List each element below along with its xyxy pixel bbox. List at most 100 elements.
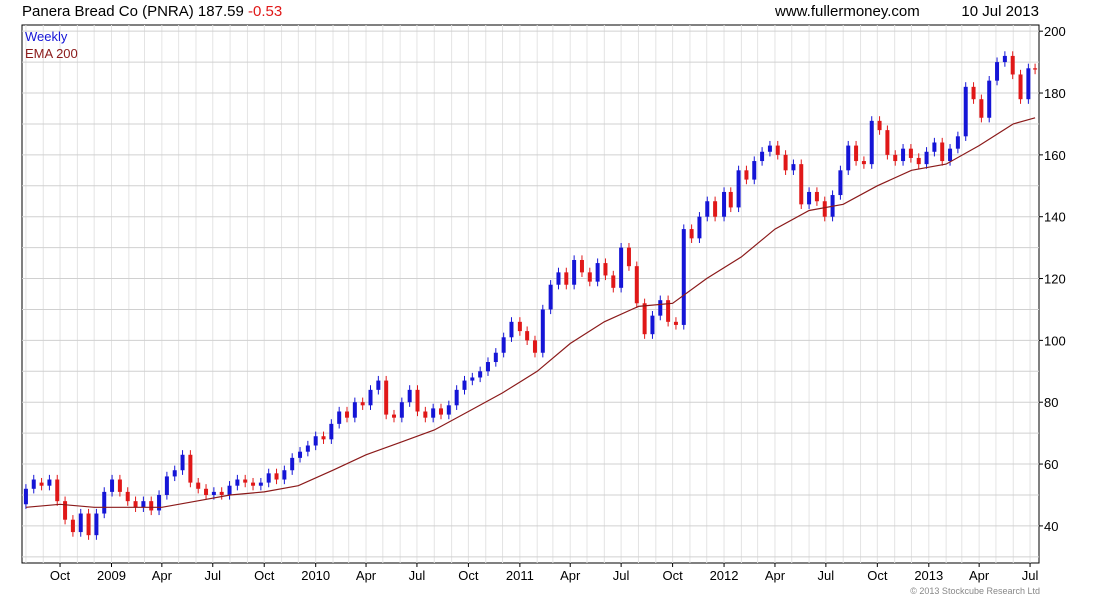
x-tick-label: Jul: [204, 568, 221, 583]
last-price: 187.59: [198, 3, 244, 20]
x-tick-label: Apr: [560, 568, 581, 583]
candle-down: [877, 120, 882, 131]
candle-down: [1033, 68, 1038, 70]
candle-down: [63, 501, 68, 520]
x-tick-label: 2013: [914, 568, 943, 583]
candle-down: [564, 272, 569, 285]
candle-up: [736, 170, 741, 208]
candle-up: [722, 191, 727, 217]
candle-up: [540, 309, 545, 353]
candle-up: [470, 377, 475, 381]
x-tick-label: Apr: [152, 568, 173, 583]
candle-up: [681, 229, 686, 325]
candle-down: [55, 479, 60, 502]
candle-down: [775, 145, 780, 155]
candle-up: [164, 476, 169, 495]
candle-down: [39, 482, 44, 486]
candle-down: [916, 157, 921, 165]
candle-up: [485, 362, 490, 372]
candle-up: [337, 411, 342, 424]
candle-up: [157, 494, 162, 511]
candle-down: [149, 501, 154, 511]
security-name: Panera Bread Co (PNRA): [22, 3, 194, 20]
candle-down: [673, 321, 678, 325]
candle-down: [274, 473, 279, 480]
candle-down: [642, 303, 647, 335]
y-axis-labels: 40 60 80 100 120 140 160 180 200: [1039, 24, 1066, 534]
candle-down: [814, 191, 819, 202]
x-tick-label: 2011: [506, 568, 534, 583]
candle-down: [579, 259, 584, 273]
candle-down: [587, 272, 592, 282]
candle-up: [932, 142, 937, 152]
candle-down: [415, 389, 420, 412]
candle-up: [211, 491, 216, 495]
candle-up: [23, 488, 28, 505]
y-tick-label: 180: [1044, 86, 1066, 101]
y-tick-label: 140: [1044, 210, 1066, 225]
candle-up: [227, 485, 232, 495]
candle-up: [697, 216, 702, 239]
candle-up: [329, 423, 334, 440]
candle-up: [987, 80, 992, 118]
copyright: © 2013 Stockcube Research Ltd: [910, 586, 1040, 596]
candle-up: [1026, 68, 1031, 100]
candle-up: [572, 259, 577, 285]
candle-down: [532, 340, 537, 353]
candle-up: [258, 482, 263, 486]
ema-200-line: [25, 117, 1036, 508]
y-tick-label: 40: [1044, 519, 1058, 534]
candle-down: [219, 491, 224, 495]
candle-up: [807, 191, 812, 205]
x-tick-label: Oct: [458, 568, 479, 583]
plot-frame: [21, 24, 1040, 564]
candle-up: [47, 479, 52, 486]
candle-up: [1002, 55, 1007, 63]
header-security: Panera Bread Co (PNRA) 187.59 -0.53: [22, 3, 282, 20]
chart-date: 10 Jul 2013: [961, 3, 1039, 20]
candle-up: [478, 371, 483, 378]
price-change: -0.53: [248, 3, 282, 20]
candle-up: [94, 513, 99, 536]
candle-down: [117, 479, 122, 492]
x-axis-labels: Oct 2009 Apr Jul Oct 2010 Apr Jul Oct 2011 Apr Jul O…: [50, 563, 1038, 583]
candle-up: [838, 170, 843, 196]
candle-up: [901, 148, 906, 162]
candle-down: [885, 130, 890, 155]
candle-up: [767, 145, 772, 152]
candle-up: [995, 62, 1000, 81]
candle-up: [407, 389, 412, 403]
x-tick-label: Oct: [254, 568, 275, 583]
candle-up: [431, 408, 436, 418]
candle-down: [822, 201, 827, 217]
candle-down: [204, 488, 209, 495]
candle-down: [971, 86, 976, 100]
candle-up: [556, 272, 561, 285]
candle-up: [924, 151, 929, 165]
candle-down: [251, 482, 256, 486]
candle-up: [102, 491, 107, 514]
candle-down: [321, 436, 326, 440]
candle-up: [305, 445, 310, 452]
y-tick-label: 120: [1044, 272, 1066, 287]
x-tick-label: 2010: [301, 568, 330, 583]
x-tick-label: Jul: [409, 568, 426, 583]
candle-down: [423, 411, 428, 418]
candle-down: [125, 491, 130, 502]
site-url: www.fullermoney.com: [774, 3, 920, 20]
candle-down: [634, 266, 639, 304]
candle-down: [86, 513, 91, 536]
candle-up: [172, 470, 177, 477]
candle-down: [243, 479, 248, 483]
candle-down: [517, 321, 522, 332]
candle-down: [1010, 55, 1015, 75]
candle-down: [979, 99, 984, 118]
candle-up: [462, 380, 467, 390]
candle-up: [548, 284, 553, 310]
candle-down: [940, 142, 945, 162]
candle-down: [188, 454, 193, 483]
candle-up: [290, 457, 295, 471]
candle-down: [666, 300, 671, 322]
candle-up: [846, 145, 851, 171]
candle-down: [728, 191, 733, 208]
